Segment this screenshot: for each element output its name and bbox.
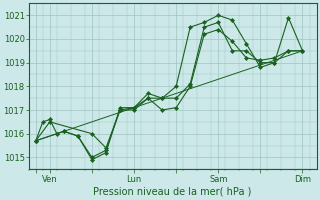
X-axis label: Pression niveau de la mer( hPa ): Pression niveau de la mer( hPa ) <box>93 187 252 197</box>
